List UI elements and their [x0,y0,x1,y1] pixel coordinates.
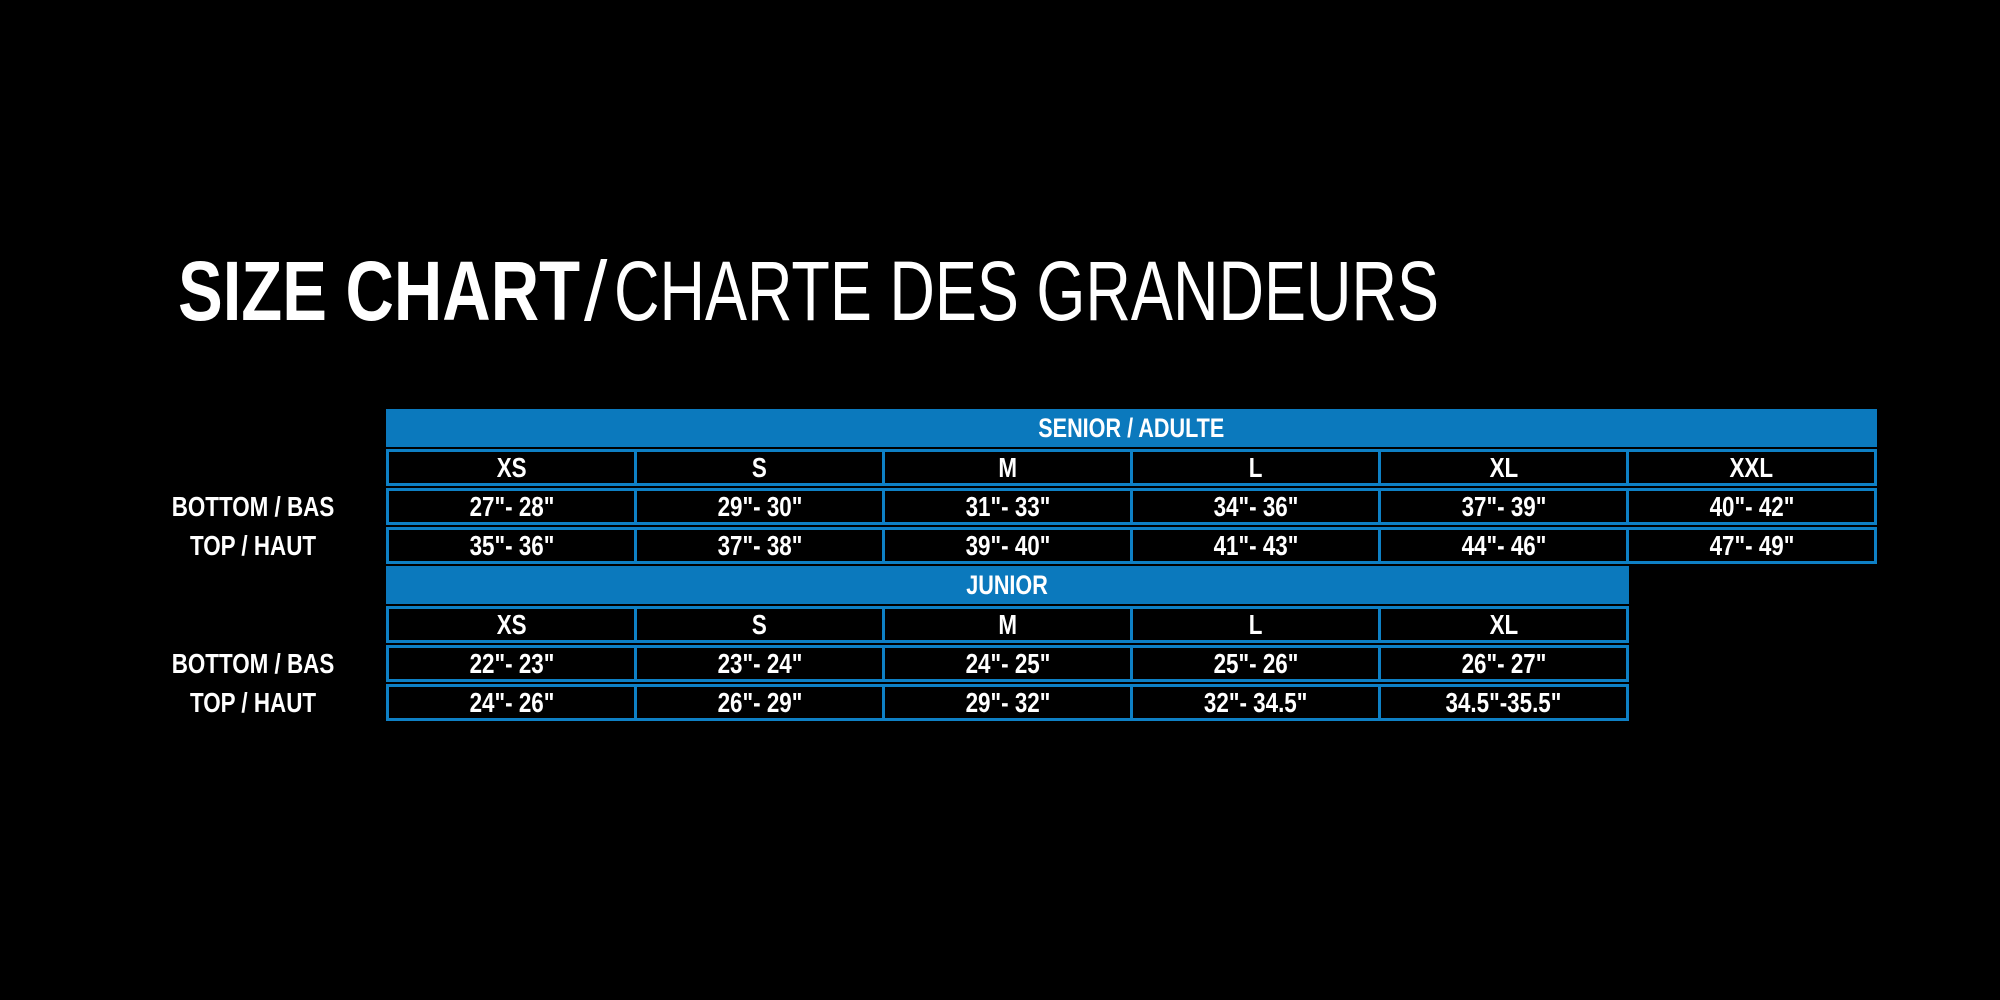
cell-value: 37"- 39" [1461,490,1546,522]
value-cell: 39"- 40" [882,527,1133,564]
value-cell: 32"- 34.5" [1130,684,1381,721]
size-cell: S [634,449,885,486]
cell-value: 40"- 42" [1709,490,1794,522]
size-table-junior: JUNIOR XS S M L XL BOTTOM / BAS 22"- 23" 23"- 24… [172,566,1629,721]
value-cell: 26"- 29" [634,684,885,721]
row-label: TOP / HAUT [189,686,317,718]
size-label: XS [496,451,527,483]
value-cell: 26"- 27" [1378,645,1629,682]
measurement-row: BOTTOM / BAS 22"- 23" 23"- 24" 24"- 25" 25"-… [172,645,1629,682]
size-cell: S [634,606,885,643]
size-label: S [752,451,767,483]
value-cell: 27"- 28" [386,488,637,525]
value-cell: 29"- 32" [882,684,1133,721]
size-cell: L [1130,606,1381,643]
size-label: XXL [1729,451,1774,483]
value-cell: 47"- 49" [1626,527,1877,564]
cell-value: 22"- 23" [469,647,554,679]
size-label: XL [1489,608,1518,640]
size-cell: XL [1378,449,1629,486]
value-cell: 41"- 43" [1130,527,1381,564]
cell-value: 27"- 28" [469,490,554,522]
title-french: CHARTE DES GRANDEURS [614,248,1439,338]
size-label: L [1248,451,1263,483]
size-label: M [998,608,1017,640]
size-table-senior: SENIOR / ADULTE XS S M L XL XXL BOTTOM / BAS 27"… [172,409,1877,564]
size-cell: XS [386,449,637,486]
row-label: BOTTOM / BAS [171,647,335,679]
size-cell: XS [386,606,637,643]
measurement-row: BOTTOM / BAS 27"- 28" 29"- 30" 31"- 33" 34"-… [172,488,1877,525]
size-label: XS [496,608,527,640]
cell-value: 23"- 24" [717,647,802,679]
cell-value: 24"- 25" [965,647,1050,679]
value-cell: 24"- 25" [882,645,1133,682]
size-tables: SENIOR / ADULTE XS S M L XL XXL BOTTOM / BAS 27"… [172,409,1877,721]
size-label: L [1248,608,1263,640]
value-cell: 40"- 42" [1626,488,1877,525]
cell-value: 31"- 33" [965,490,1050,522]
cell-value: 34"- 36" [1213,490,1298,522]
cell-value: 32"- 34.5" [1203,686,1308,718]
title-separator: / [584,248,608,338]
title-graphic: SIZE CHART / CHARTE DES GRANDEURS [178,244,1439,338]
table-title-bar: JUNIOR [386,566,1629,604]
size-cell: M [882,606,1133,643]
size-label: S [752,608,767,640]
measurement-row: TOP / HAUT 35"- 36" 37"- 38" 39"- 40" 41"- 4… [190,527,1877,564]
table-title: SENIOR / ADULTE [1038,412,1225,443]
cell-value: 25"- 26" [1213,647,1298,679]
size-header-row: XS S M L XL XXL [386,449,1877,486]
cell-value: 35"- 36" [469,529,554,561]
size-cell: M [882,449,1133,486]
size-cell: XXL [1626,449,1877,486]
cell-value: 37"- 38" [717,529,802,561]
page-title: SIZE CHART / CHARTE DES GRANDEURS [178,244,1518,353]
value-cell: 24"- 26" [386,684,637,721]
value-cell: 35"- 36" [386,527,637,564]
cell-value: 41"- 43" [1213,529,1298,561]
cell-value: 39"- 40" [965,529,1050,561]
value-cell: 25"- 26" [1130,645,1381,682]
value-cell: 44"- 46" [1378,527,1629,564]
row-label: TOP / HAUT [189,529,317,561]
value-cell: 34.5"-35.5" [1378,684,1629,721]
value-cell: 23"- 24" [634,645,885,682]
cell-value: 26"- 29" [717,686,802,718]
row-label: BOTTOM / BAS [171,490,335,522]
cell-value: 34.5"-35.5" [1445,686,1562,718]
size-header-row: XS S M L XL [386,606,1629,643]
value-cell: 29"- 30" [634,488,885,525]
size-cell: XL [1378,606,1629,643]
value-cell: 22"- 23" [386,645,637,682]
cell-value: 29"- 32" [965,686,1050,718]
cell-value: 44"- 46" [1461,529,1546,561]
measurement-row: TOP / HAUT 24"- 26" 26"- 29" 29"- 32" 32"- 3… [190,684,1629,721]
value-cell: 31"- 33" [882,488,1133,525]
cell-value: 29"- 30" [717,490,802,522]
value-cell: 37"- 39" [1378,488,1629,525]
cell-value: 47"- 49" [1709,529,1794,561]
value-cell: 37"- 38" [634,527,885,564]
size-label: XL [1489,451,1518,483]
table-title-bar: SENIOR / ADULTE [386,409,1877,447]
cell-value: 24"- 26" [469,686,554,718]
size-label: M [998,451,1017,483]
size-cell: L [1130,449,1381,486]
title-english: SIZE CHART [178,248,580,338]
cell-value: 26"- 27" [1461,647,1546,679]
table-title: JUNIOR [966,569,1049,600]
value-cell: 34"- 36" [1130,488,1381,525]
